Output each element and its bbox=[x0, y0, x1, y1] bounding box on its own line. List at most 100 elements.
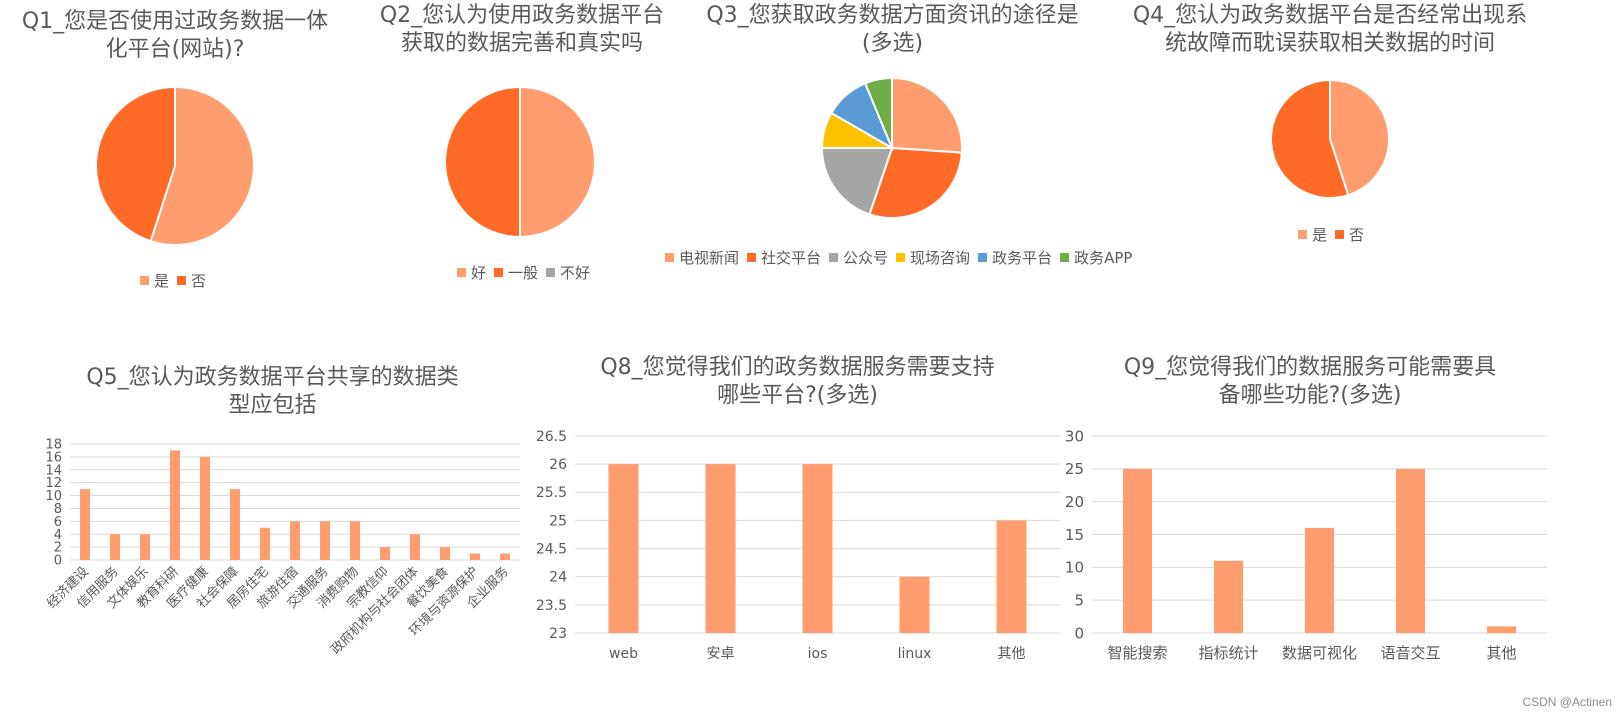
q9-bar-2 bbox=[1305, 527, 1334, 633]
q5-bar-8 bbox=[320, 521, 330, 560]
q1-slice-1 bbox=[95, 85, 176, 243]
q3-legend-label-0: 电视新闻 bbox=[679, 249, 740, 267]
q8-title: Q8_您觉得我们的政务数据服务需要支持 哪些平台?(多选) bbox=[525, 354, 1070, 410]
q1-legend-label-0: 是 bbox=[154, 272, 170, 290]
q5-bar-12 bbox=[440, 547, 450, 560]
q5-title: Q5_您认为政务数据平台共享的数据类 型应包括 bbox=[20, 364, 525, 420]
q5-ytick-3: 6 bbox=[54, 515, 62, 530]
q1-legend-swatch-1 bbox=[177, 276, 187, 285]
q5-chart: Q5_您认为政务数据平台共享的数据类 型应包括 0 2 4 6 8 10 12 14 16 18 经… bbox=[0, 330, 525, 713]
q1-chart: Q1_您是否使用过政务数据一体 化平台(网站)? 是否 bbox=[0, 0, 350, 300]
q4-legend-label-1: 否 bbox=[1349, 226, 1365, 244]
q3-legend-swatch-2 bbox=[829, 253, 839, 262]
q5-bar-5 bbox=[230, 489, 240, 560]
q4-title-line-2: 统故障而耽误获取相关数据的时间 bbox=[1164, 31, 1495, 56]
q3-legend-item-0: 电视新闻 bbox=[665, 247, 739, 268]
q8-bar-4 bbox=[996, 520, 1027, 633]
q5-title-line-2: 型应包括 bbox=[228, 393, 317, 418]
q9-ytick-0: 0 bbox=[1074, 624, 1084, 642]
q5-ytick-9: 18 bbox=[45, 438, 62, 453]
q5-ytick-8: 16 bbox=[45, 450, 62, 465]
q5-ytick-5: 10 bbox=[45, 489, 62, 504]
q2-legend-swatch-0 bbox=[457, 268, 466, 277]
q5-ytick-6: 12 bbox=[45, 476, 62, 491]
q2-chart: Q2_您认为使用政务数据平台 获取的数据完善和真实吗 好 一般 不好 bbox=[352, 0, 692, 300]
q8-bar-1 bbox=[705, 464, 736, 633]
q9-bar-3 bbox=[1396, 468, 1425, 633]
q3-slice-5 bbox=[863, 76, 893, 149]
q5-title-line-1: Q5_您认为政务数据平台共享的数据类 bbox=[86, 365, 459, 390]
q4-legend-item-1: 否 bbox=[1335, 224, 1364, 245]
q3-slice-0 bbox=[891, 76, 963, 154]
q2-legend-label-0: 好 bbox=[471, 264, 487, 282]
q9-ytick-5: 25 bbox=[1065, 460, 1084, 478]
q9-ytick-1: 5 bbox=[1074, 591, 1084, 609]
q8-bar-0 bbox=[608, 464, 639, 633]
q4-legend-label-0: 是 bbox=[1312, 226, 1328, 244]
q9-bar-chart: 0 5 10 15 20 25 30 智能搜索 指标统计 数据可视化 语音交互 其他 bbox=[1065, 427, 1547, 662]
q3-legend-swatch-1 bbox=[747, 253, 757, 262]
q5-bar-14 bbox=[500, 553, 510, 560]
q3-legend-label-4: 政务平台 bbox=[992, 249, 1053, 267]
q1-title-line-2: 化平台(网站)? bbox=[105, 37, 245, 62]
q5-bar-0 bbox=[80, 489, 90, 560]
q2-pie bbox=[444, 85, 596, 239]
q5-ytick-1: 2 bbox=[54, 541, 62, 556]
q2-legend-swatch-1 bbox=[494, 268, 504, 277]
q2-legend-item-2: 不好 bbox=[546, 262, 590, 283]
q3-legend-item-2: 公众号 bbox=[829, 247, 888, 268]
q1-title-line-1: Q1_您是否使用过政务数据一体 bbox=[21, 9, 329, 34]
q3-title: Q3_您获取政务数据方面资讯的途径是 (多选) bbox=[655, 2, 1130, 58]
q8-chart: Q8_您觉得我们的政务数据服务需要支持 哪些平台?(多选) 23 23.5 24 24… bbox=[525, 330, 1070, 713]
q1-legend: 是否 bbox=[140, 270, 206, 291]
q8-xtick-4: 其他 bbox=[998, 646, 1026, 662]
q9-chart: Q9_您觉得我们的数据服务可能需要具 备哪些功能?(多选) 0 5 10 15 20 25… bbox=[1050, 330, 1620, 713]
q9-ytick-2: 10 bbox=[1065, 559, 1084, 577]
q8-ytick-5: 25.5 bbox=[536, 485, 567, 501]
q5-ytick-4: 8 bbox=[54, 502, 62, 517]
q8-ytick-6: 26 bbox=[549, 457, 567, 473]
q1-legend-item-0: 是 bbox=[140, 270, 169, 291]
q3-legend-swatch-5 bbox=[1060, 253, 1070, 262]
q8-bar-chart: 23 23.5 24 24.5 25 25.5 26 26.5 web 安卓 ios linux 其他 bbox=[536, 429, 1060, 662]
q8-ytick-0: 23 bbox=[549, 626, 567, 642]
q4-slice-0 bbox=[1329, 78, 1390, 197]
q1-legend-label-1: 否 bbox=[191, 272, 207, 290]
q3-chart: Q3_您获取政务数据方面资讯的途径是 (多选) 电视新闻 社交平台 公众号 现场咨询 政… bbox=[655, 0, 1135, 300]
q2-slice-0 bbox=[519, 85, 596, 239]
q9-ytick-3: 15 bbox=[1065, 526, 1084, 544]
watermark: CSDN @Actinen bbox=[1522, 695, 1612, 709]
q4-legend-swatch-1 bbox=[1335, 230, 1345, 239]
q2-title-line-1: Q2_您认为使用政务数据平台 bbox=[379, 3, 665, 28]
q2-title-line-2: 获取的数据完善和真实吗 bbox=[400, 31, 643, 56]
q5-bar-10 bbox=[380, 547, 390, 560]
q4-chart: Q4_您认为政务数据平台是否经常出现系 统故障而耽误获取相关数据的时间 是否 bbox=[1110, 0, 1550, 300]
q5-ytick-7: 14 bbox=[45, 463, 62, 478]
q5-ytick-0: 0 bbox=[54, 554, 62, 569]
q3-slice-1 bbox=[868, 146, 963, 219]
q9-ytick-6: 30 bbox=[1065, 427, 1084, 445]
q9-bar-0 bbox=[1123, 468, 1152, 633]
q5-bar-9 bbox=[350, 521, 360, 560]
q9-bar-1 bbox=[1214, 560, 1243, 633]
q9-xtick-1: 指标统计 bbox=[1198, 644, 1258, 662]
q9-ytick-4: 20 bbox=[1065, 493, 1084, 511]
q3-legend-swatch-0 bbox=[665, 253, 674, 262]
q3-title-line-2: (多选) bbox=[861, 31, 924, 56]
q8-title-line-1: Q8_您觉得我们的政务数据服务需要支持 bbox=[600, 355, 995, 380]
q3-pie bbox=[820, 76, 963, 219]
q8-xtick-1: 安卓 bbox=[707, 646, 735, 662]
q3-legend-label-2: 公众号 bbox=[843, 249, 889, 267]
q8-ytick-3: 24.5 bbox=[536, 541, 567, 557]
q5-bar-7 bbox=[290, 521, 300, 560]
q5-bar-6 bbox=[260, 527, 270, 560]
q5-bar-13 bbox=[470, 553, 480, 560]
q9-xtick-3: 语音交互 bbox=[1380, 644, 1440, 662]
q2-legend-item-0: 好 bbox=[457, 262, 486, 283]
q5-bar-2 bbox=[140, 534, 150, 560]
q5-ytick-2: 4 bbox=[54, 528, 62, 543]
q5-bar-chart: 024681012141618经济建设信用服务文体娱乐教育科研医疗健康社会保障居… bbox=[44, 438, 520, 658]
q3-slice-2 bbox=[820, 147, 894, 216]
q9-title: Q9_您觉得我们的数据服务可能需要具 备哪些功能?(多选) bbox=[1050, 354, 1570, 410]
q3-legend-item-4: 政务平台 bbox=[978, 247, 1052, 268]
